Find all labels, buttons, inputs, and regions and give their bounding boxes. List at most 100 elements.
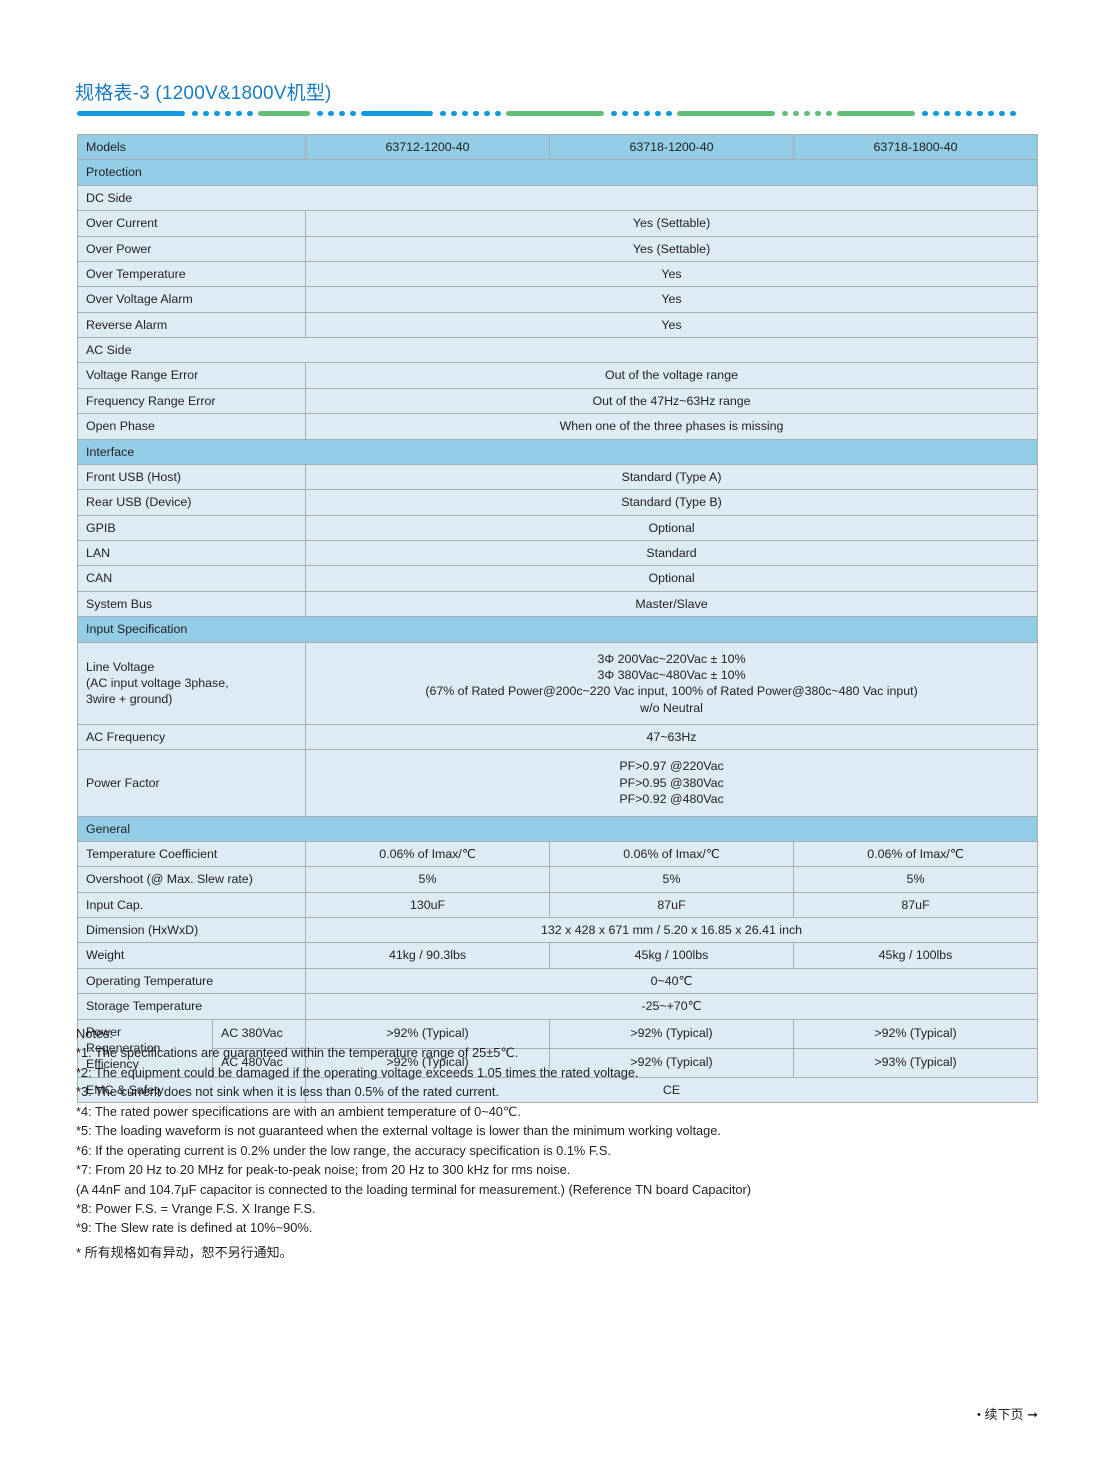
row-label: Open Phase [76, 413, 307, 440]
row-label: AC Frequency [76, 723, 307, 751]
section-header-row: Protection [76, 159, 1039, 186]
cell-value: 3Φ 200Vac~220Vac ± 10% 3Φ 380Vac~480Vac ±… [305, 641, 1039, 725]
note-item-2: *2: The equipment could be damaged if th… [76, 1064, 639, 1080]
footer-text: 续下页 [984, 1407, 1024, 1422]
cell-value: Yes [305, 260, 1039, 288]
row-label: Over Temperature [76, 260, 307, 288]
note-item-8: (A 44nF and 104.7μF capacitor is connect… [76, 1181, 752, 1197]
cell-value: Standard (Type A) [305, 463, 1039, 491]
section-label: Protection [76, 159, 1039, 186]
table-row: Over Current Yes (Settable) [76, 210, 1039, 237]
note-item-10: *9: The Slew rate is defined at 10%~90%. [76, 1220, 313, 1236]
row-label: Power Regeneration Efficiency [77, 1018, 213, 1078]
row-label: Dimension (HxWxD) [76, 916, 307, 944]
row-sublabel: AC 480Vac [211, 1047, 307, 1078]
subsection-row: DC Side [76, 184, 1039, 212]
note-item-3: *3: The current does not sink when it is… [76, 1084, 500, 1100]
bullet-icon: • [976, 1409, 981, 1421]
cell-value: Standard [305, 539, 1039, 567]
section-label: General [76, 815, 1039, 842]
row-label: Voltage Range Error [76, 362, 307, 389]
row-label: Reverse Alarm [76, 311, 307, 339]
cell-value-1: >92% (Typical) [305, 1018, 551, 1049]
cell-value: Yes (Settable) [305, 235, 1039, 262]
cell-value-3: >92% (Typical) [793, 1018, 1039, 1049]
cell-value: Standard (Type B) [305, 489, 1039, 516]
note-item-7: *7: From 20 Hz to 20 MHz for peak-to-pea… [76, 1162, 571, 1178]
row-label: Operating Temperature [76, 967, 307, 995]
cell-value: 132 x 428 x 671 mm / 5.20 x 16.85 x 26.4… [305, 916, 1039, 944]
subsection-row: AC Side [76, 336, 1039, 364]
cell-value: When one of the three phases is missing [305, 413, 1039, 440]
table-row: Storage Temperature -25~+70℃ [76, 993, 1039, 1020]
table-row: Rear USB (Device) Standard (Type B) [76, 489, 1039, 516]
table-row: Over Temperature Yes [76, 260, 1039, 288]
cell-value-1: 130uF [305, 891, 551, 919]
row-label: GPIB [76, 514, 307, 542]
row-label: Frequency Range Error [76, 387, 307, 415]
cell-value: Master/Slave [305, 590, 1039, 618]
cell-value: Yes [305, 286, 1039, 313]
row-label: LAN [76, 539, 307, 567]
chinese-disclaimer: * 所有规格如有异动，恕不另行通知。 [76, 1245, 293, 1260]
row-label: Over Current [76, 210, 307, 237]
note-item-6: *6: If the operating current is 0.2% und… [76, 1142, 611, 1158]
table-row: Over Voltage Alarm Yes [76, 286, 1039, 313]
table-row: Temperature Coefficient 0.06% of Imax/℃ 0.… [76, 840, 1039, 868]
table-row: EMC & Safety CE [76, 1076, 1039, 1104]
table-row: Power Regeneration Efficiency AC 380Vac >92%… [77, 1018, 1039, 1078]
row-label: Storage Temperature [76, 993, 307, 1020]
table-row: LAN Standard [76, 539, 1039, 567]
cell-value-3: >93% (Typical) [793, 1047, 1039, 1078]
row-label: Front USB (Host) [76, 463, 307, 491]
table-row: Line Voltage (AC input voltage 3phase, 3wi… [76, 641, 1039, 725]
section-header-row: Interface [76, 438, 1039, 465]
cell-value: Optional [305, 565, 1039, 592]
row-label: Over Voltage Alarm [76, 286, 307, 313]
cell-value: 0~40℃ [305, 967, 1039, 995]
cell-value: Out of the voltage range [305, 362, 1039, 389]
arrow-right-icon: ➞ [1027, 1407, 1038, 1422]
table-header-row: Models 63712-1200-40 63718-1200-40 63718-18… [76, 133, 1039, 161]
table-row: Dimension (HxWxD) 132 x 428 x 671 mm / 5.… [76, 916, 1039, 944]
section-label: Input Specification [76, 616, 1039, 643]
page-footer: • 续下页 ➞ [977, 1404, 1038, 1423]
subsection-label: DC Side [76, 184, 1039, 212]
cell-value: 47~63Hz [305, 723, 1039, 751]
cell-value: Out of the 47Hz~63Hz range [305, 387, 1039, 415]
notes-block: Notes: *1: The specifications are guaran… [76, 1024, 1036, 1238]
row-label: Line Voltage (AC input voltage 3phase, 3wi… [76, 641, 307, 725]
section-header-row: General [76, 815, 1039, 842]
table-row: CAN Optional [76, 565, 1039, 592]
note-item-1: *1: The specifications are guaranteed wi… [76, 1045, 519, 1061]
cell-value-2: 0.06% of Imax/℃ [549, 840, 795, 868]
row-label: Over Power [76, 235, 307, 262]
column-header-model-2: 63718-1200-40 [549, 133, 795, 161]
row-label: Temperature Coefficient [76, 840, 307, 868]
row-label: Input Cap. [76, 891, 307, 919]
decorative-rule [77, 111, 1037, 117]
note-item-9: *8: Power F.S. = Vrange F.S. X Irange F.… [76, 1200, 316, 1216]
table-row: Operating Temperature 0~40℃ [76, 967, 1039, 995]
row-label: System Bus [76, 590, 307, 618]
cell-value: Optional [305, 514, 1039, 542]
column-header-model-1: 63712-1200-40 [305, 133, 551, 161]
table-row: Over Power Yes (Settable) [76, 235, 1039, 262]
table-row: Open Phase When one of the three phases i… [76, 413, 1039, 440]
row-label: Overshoot (@ Max. Slew rate) [76, 866, 307, 893]
note-item-4: *4: The rated power specifications are w… [76, 1103, 521, 1119]
column-header-models: Models [76, 133, 307, 161]
table-body: Models 63712-1200-40 63718-1200-40 63718-18… [76, 133, 1039, 1104]
cell-value-1: 41kg / 90.3lbs [305, 942, 551, 969]
table-row: Weight 41kg / 90.3lbs 45kg / 100lbs 45kg / … [76, 942, 1039, 969]
row-label: EMC & Safety [76, 1076, 307, 1104]
table-row: Overshoot (@ Max. Slew rate) 5% 5% 5% [76, 866, 1039, 893]
cell-value-1: 5% [305, 866, 551, 893]
table-row: Voltage Range Error Out of the voltage ra… [76, 362, 1039, 389]
table-row: GPIB Optional [76, 514, 1039, 542]
section-header-row: Input Specification [76, 616, 1039, 643]
cell-value-2: 45kg / 100lbs [549, 942, 795, 969]
column-header-model-3: 63718-1800-40 [793, 133, 1039, 161]
notes-heading: Notes: [76, 1026, 113, 1041]
